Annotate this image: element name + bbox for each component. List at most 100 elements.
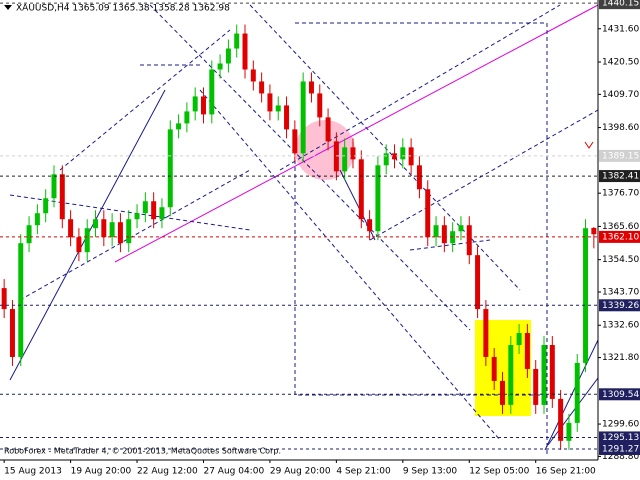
candle-body	[134, 213, 140, 220]
candle-body	[416, 165, 422, 190]
y-tick-label: 1354.50	[602, 255, 639, 265]
candle-body	[167, 129, 173, 208]
candle-body	[292, 129, 298, 154]
candle-body	[533, 368, 539, 405]
dashed-line	[59, 29, 231, 171]
dashed-line	[249, 4, 521, 291]
candle-body	[76, 237, 82, 253]
candle-body	[9, 309, 15, 357]
dashed-line	[149, 4, 471, 331]
y-tick-label: 1431.60	[602, 24, 639, 34]
candle-body	[242, 33, 248, 70]
candle-body	[267, 93, 273, 112]
candle-body	[109, 222, 115, 238]
candle-body	[491, 356, 497, 381]
y-tick-label: 1398.60	[602, 123, 639, 133]
candle-body	[325, 117, 331, 142]
x-tick-label: 29 Aug 20:00	[270, 467, 331, 477]
candle-body	[541, 345, 547, 405]
y-tick-label: 1365.60	[602, 222, 639, 232]
trend-line	[544, 339, 599, 451]
collapse-icon	[4, 5, 12, 10]
candle-body	[259, 81, 265, 94]
candle-body	[43, 198, 49, 214]
level-label: 1440.15	[602, 0, 639, 9]
candle-body	[350, 147, 356, 160]
y-tick-label: 1420.50	[602, 57, 639, 67]
candle-body	[84, 228, 90, 253]
candle-body	[574, 362, 580, 423]
candle-body	[358, 159, 364, 220]
candle-body	[458, 225, 464, 232]
candle-body	[101, 219, 107, 238]
level-label-box	[599, 0, 640, 10]
x-tick-label: 4 Sep 21:00	[336, 467, 391, 477]
candle-body	[142, 201, 148, 214]
candle-body	[375, 165, 381, 232]
candle-body	[591, 227, 597, 235]
level-label-box	[599, 443, 640, 456]
candle-body	[508, 345, 514, 405]
candle-body	[234, 33, 240, 49]
level-label-box	[599, 149, 640, 162]
x-tick-label: 22 Aug 12:00	[137, 467, 198, 477]
candle-body	[68, 219, 74, 238]
candle-body	[408, 147, 414, 166]
candle-body	[583, 228, 589, 363]
level-label: 1362.10	[602, 232, 639, 242]
footer: RoboForex - MetaTrader 4, © 2001-2013, M…	[4, 447, 281, 456]
level-label: 1382.41	[602, 172, 639, 182]
candle-body	[26, 225, 32, 244]
candle-body	[433, 225, 439, 238]
chart-title: XAUUSD,H4 1365.09 1365.38 1358.28 1362.9…	[16, 4, 230, 14]
level-label: 1309.54	[602, 390, 639, 400]
candle-body	[549, 345, 555, 399]
candle-body	[284, 105, 290, 130]
x-tick-label: 9 Sep 13:00	[403, 467, 458, 477]
candle-body	[400, 147, 406, 160]
level-label-box	[599, 299, 640, 312]
y-tick-label: 1288.80	[602, 452, 639, 462]
y-tick-label: 1343.70	[602, 287, 639, 297]
drawings	[9, 4, 599, 455]
candle-body	[159, 207, 165, 220]
candle-body	[18, 243, 24, 357]
candle-body	[275, 105, 281, 112]
level-label: 1389.15	[602, 151, 639, 161]
candle-body	[117, 222, 123, 244]
candle-body	[200, 96, 206, 115]
trend-line	[547, 377, 599, 446]
candle-body	[383, 153, 389, 166]
y-tick-label: 1299.60	[602, 420, 639, 430]
candle-body	[51, 174, 57, 199]
level-label: 1295.13	[602, 433, 639, 443]
candle-body	[184, 111, 190, 124]
level-label: 1291.27	[602, 445, 639, 455]
y-tick-label: 1409.70	[602, 90, 639, 100]
y-tick-label: 1321.80	[602, 353, 639, 363]
candle-body	[499, 380, 505, 405]
dashed-line	[295, 22, 548, 455]
candle-body	[250, 69, 256, 82]
candle-body	[300, 81, 306, 154]
dashed-line	[9, 194, 251, 231]
candle-body	[151, 201, 157, 220]
candle-body	[308, 81, 314, 94]
candle-body	[176, 123, 182, 130]
candle-body	[483, 309, 489, 357]
x-tick-label: 27 Aug 04:00	[203, 467, 264, 477]
level-label-box	[599, 388, 640, 401]
candle-body	[425, 189, 431, 238]
candle-body	[1, 288, 7, 310]
candle-body	[317, 93, 323, 118]
candle-body	[392, 153, 398, 160]
candle-body	[367, 219, 373, 232]
arrow-icon	[584, 141, 594, 149]
candle-body	[516, 333, 522, 345]
candle-body	[466, 225, 472, 256]
candle-body	[558, 398, 564, 441]
candle-body	[192, 96, 198, 112]
level-label: 1339.26	[602, 301, 639, 311]
candle-body	[59, 174, 65, 220]
